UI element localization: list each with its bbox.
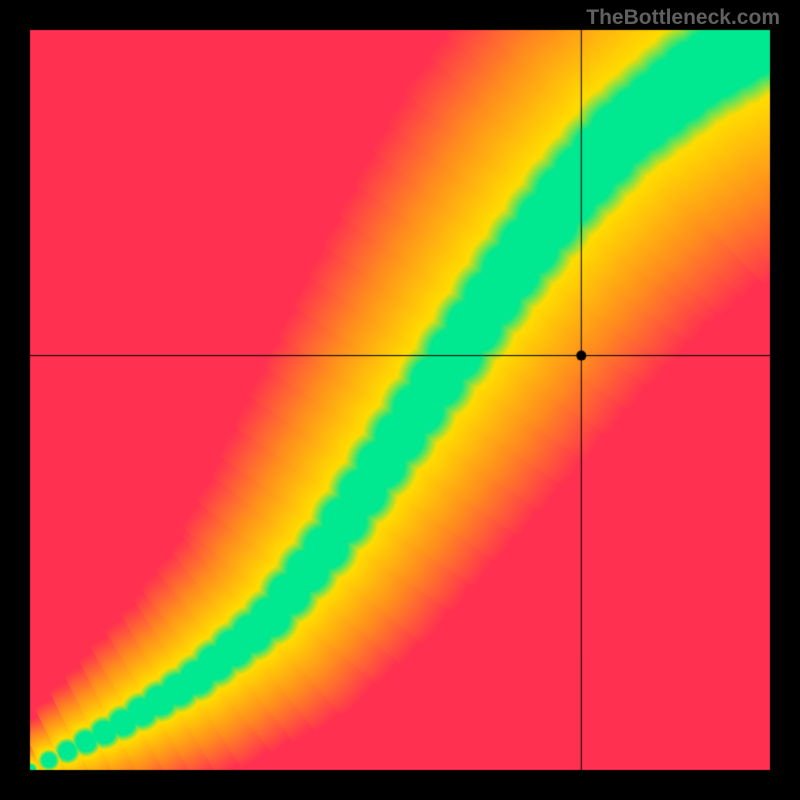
chart-container: TheBottleneck.com: [0, 0, 800, 800]
heatmap-canvas: [0, 0, 800, 800]
watermark-text: TheBottleneck.com: [586, 6, 780, 30]
